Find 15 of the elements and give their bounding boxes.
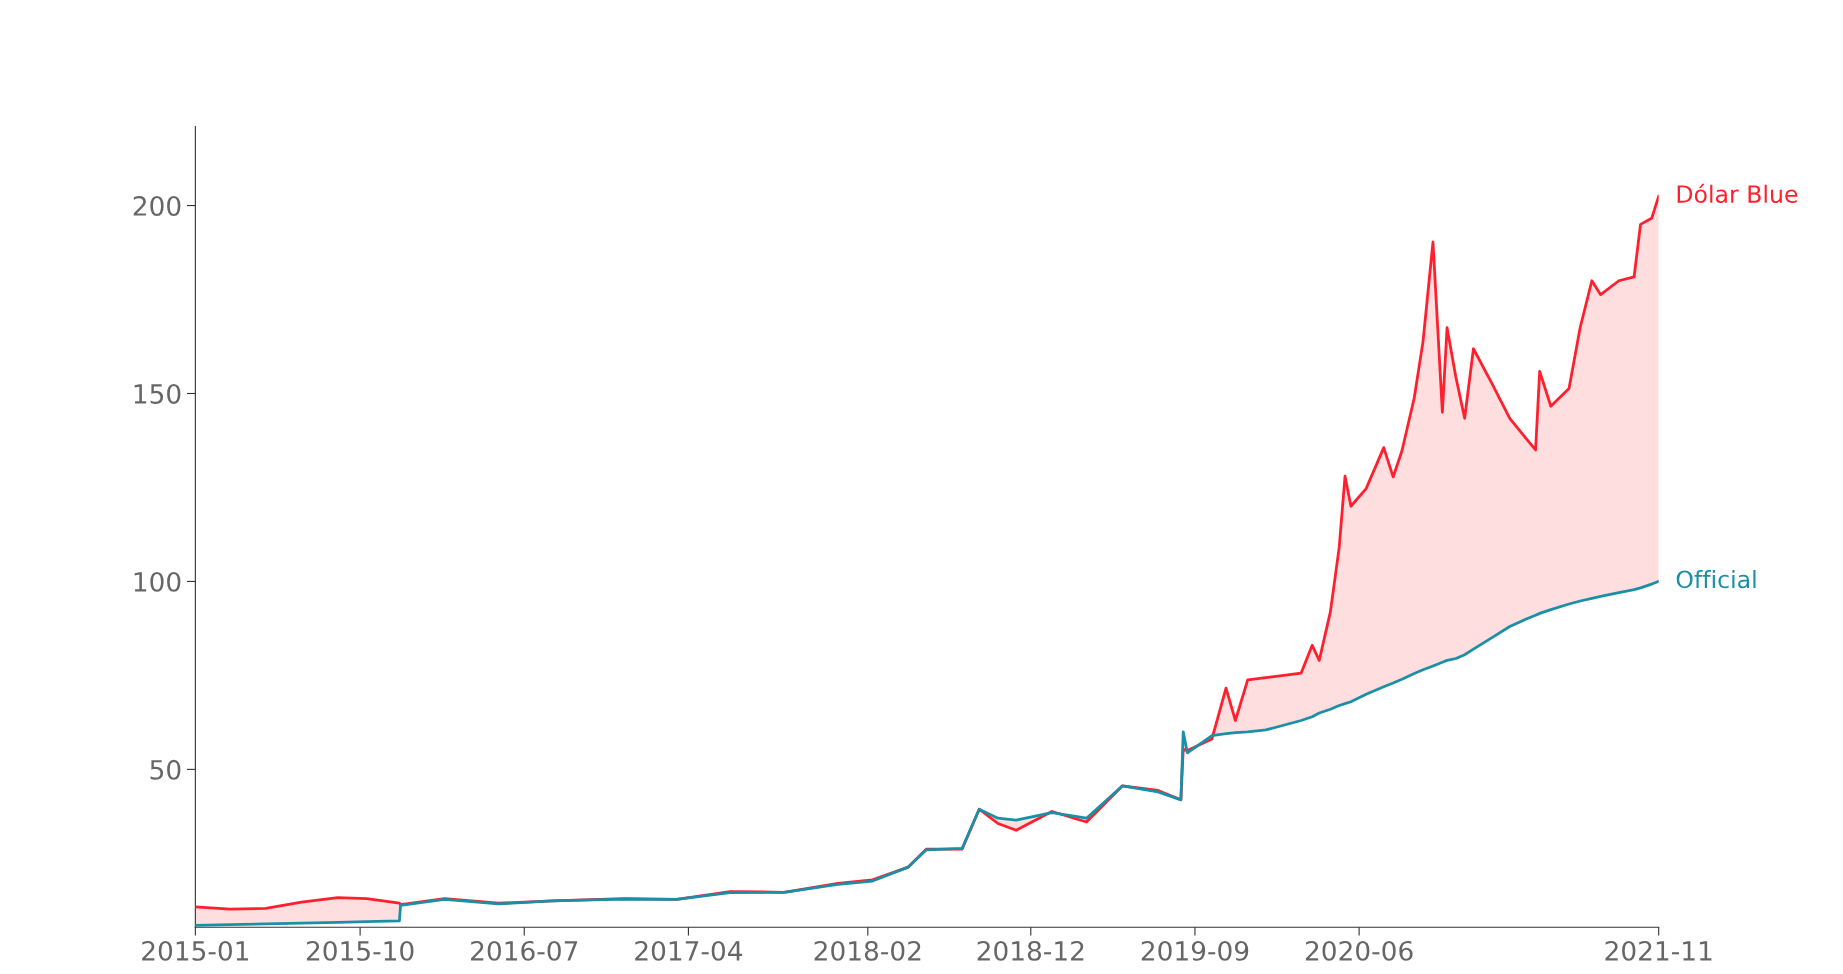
x-tick-label: 2016-07 (471, 940, 578, 961)
x-tick-label: 2015-01 (142, 940, 249, 961)
series-label: Dólar Blue (1677, 183, 1798, 204)
x-tick-label: 2018-12 (977, 940, 1084, 961)
x-tick-label: 2021-11 (1605, 940, 1712, 961)
x-tick-label: 2018-02 (814, 940, 921, 961)
series-label: Official (1676, 570, 1756, 589)
x-tick-label: 2019-09 (1141, 940, 1249, 961)
y-tick-label: 150 (134, 383, 181, 404)
y-tick-label: 100 (134, 571, 181, 592)
x-tick-label: 2020-06 (1305, 940, 1413, 961)
y-tick-label: 200 (133, 196, 181, 216)
y-tick-label: 50 (150, 759, 181, 780)
x-tick-label: 2015-10 (306, 940, 414, 961)
x-tick-label: 2017-04 (635, 940, 743, 961)
